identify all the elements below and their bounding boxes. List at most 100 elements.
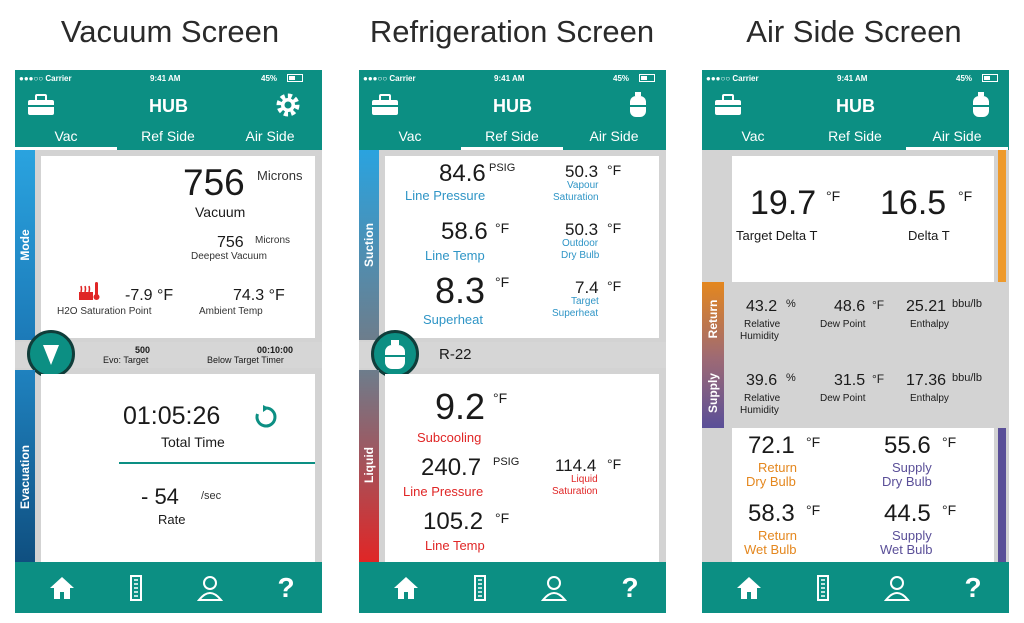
home-icon[interactable] xyxy=(393,575,419,601)
return-label: Return xyxy=(706,299,720,339)
air-side-phone: ●●●○○ Carrier 9:41 AM 45% HUB Vac Ref Si… xyxy=(702,70,1009,613)
liquid-pressure-unit: PSIG xyxy=(493,456,520,468)
user-icon[interactable] xyxy=(883,575,911,601)
h2o-label: H2O Saturation Point xyxy=(57,306,152,317)
evo-target-label: Evo: Target xyxy=(103,355,149,365)
supply-wet-value: 44.5 xyxy=(884,500,931,527)
suction-temp-value: 58.6 xyxy=(441,218,488,245)
h2o-value: -7.9 °F xyxy=(125,287,174,304)
tab-ref-side[interactable]: Ref Side xyxy=(828,128,882,144)
suction-temp-label: Line Temp xyxy=(425,248,485,263)
liquid-temp-unit: °F xyxy=(495,510,510,526)
liquid-temp-label: Line Temp xyxy=(425,538,485,553)
suction-pressure-value: 84.6 xyxy=(439,160,486,187)
return-enthalpy-unit: bbu/lb xyxy=(952,298,982,310)
liquid-strip: Liquid xyxy=(359,370,379,562)
return-rh-unit: % xyxy=(786,298,796,310)
home-icon[interactable] xyxy=(49,575,75,601)
toolbox-icon[interactable] xyxy=(371,94,399,116)
status-bar: ●●●○○ Carrier 9:41 AM 45% xyxy=(702,70,1009,88)
vapour-sat-label-2: Saturation xyxy=(553,192,599,203)
help-icon[interactable]: ? xyxy=(277,572,295,603)
probe-icon[interactable] xyxy=(810,575,836,601)
tab-vac[interactable]: Vac xyxy=(54,128,78,144)
ambient-label: Ambient Temp xyxy=(199,306,263,317)
supply-enthalpy-unit: bbu/lb xyxy=(952,372,982,384)
refrigerant-tank-icon[interactable] xyxy=(972,92,990,118)
suction-pressure-label: Line Pressure xyxy=(405,188,486,203)
tab-air-side[interactable]: Air Side xyxy=(245,128,295,144)
tab-vac[interactable]: Vac xyxy=(398,128,422,144)
liquid-sat-label-1: Liquid xyxy=(571,474,598,485)
mode-strip: Mode xyxy=(15,150,35,340)
return-strip: Return xyxy=(702,282,724,358)
home-icon[interactable] xyxy=(736,575,762,601)
delta-label: Delta T xyxy=(908,228,950,243)
carrier-text: ●●●○○ Carrier xyxy=(19,74,72,83)
liquid-sat-value: 114.4 xyxy=(555,456,597,475)
supply-enthalpy-value: 17.36 xyxy=(906,372,947,389)
supply-strip: Supply xyxy=(702,358,724,428)
refrigerant-tank-icon xyxy=(385,340,405,369)
battery-icon xyxy=(287,74,303,82)
supply-rh-label-2: Humidity xyxy=(740,405,779,416)
return-dry-label-1: Return xyxy=(758,460,798,475)
suction-temp-unit: °F xyxy=(495,220,510,236)
gear-icon[interactable] xyxy=(275,92,301,118)
tab-air-side[interactable]: Air Side xyxy=(932,128,982,144)
liquid-pressure-value: 240.7 xyxy=(421,454,482,481)
supply-dew-value: 31.5 xyxy=(834,372,866,389)
active-tab-indicator xyxy=(15,147,117,150)
supply-rh-unit: % xyxy=(786,372,796,384)
return-wet-value: 58.3 xyxy=(748,500,795,527)
active-tab-indicator xyxy=(906,147,1008,150)
reset-icon[interactable] xyxy=(253,404,279,430)
outdoor-db-label-2: Dry Bulb xyxy=(561,250,600,261)
suction-strip: Suction xyxy=(359,150,379,340)
app-title: HUB xyxy=(836,96,875,116)
return-dry-value: 72.1 xyxy=(748,432,795,459)
evo-target-value: 500 xyxy=(135,345,151,355)
supply-rh-value: 39.6 xyxy=(746,372,778,389)
vacuum-unit: Microns xyxy=(257,168,303,183)
tab-air-side[interactable]: Air Side xyxy=(589,128,639,144)
refrigerant-select-button[interactable] xyxy=(371,330,419,378)
refrigeration-screen-title: Refrigeration Screen xyxy=(369,14,655,49)
return-enthalpy-label: Enthalpy xyxy=(910,319,949,330)
return-dew-unit: °F xyxy=(872,298,885,312)
help-icon[interactable]: ? xyxy=(621,572,639,603)
superheat-value: 8.3 xyxy=(435,270,486,311)
vapour-sat-unit: °F xyxy=(607,162,622,178)
vacuum-value: 756 xyxy=(183,162,245,203)
toolbox-icon[interactable] xyxy=(714,94,742,116)
refrigerant-tank-icon[interactable] xyxy=(629,92,647,118)
tab-ref-side[interactable]: Ref Side xyxy=(141,128,195,144)
air-side-screen-title: Air Side Screen xyxy=(746,14,962,49)
carrier-text: ●●●○○ Carrier xyxy=(363,74,416,83)
tab-ref-side[interactable]: Ref Side xyxy=(485,128,539,144)
help-icon[interactable]: ? xyxy=(964,572,982,603)
bottom-nav: ? xyxy=(359,562,666,613)
user-icon[interactable] xyxy=(196,575,224,601)
bulb-panel: 72.1 °F Return Dry Bulb 55.6 °F Supply D… xyxy=(732,428,994,562)
active-tab-indicator xyxy=(461,147,563,150)
probe-icon[interactable] xyxy=(467,575,493,601)
progress-line xyxy=(119,462,315,464)
target-delta-value: 19.7 xyxy=(750,184,817,222)
return-enthalpy-value: 25.21 xyxy=(906,298,947,315)
vacuum-screen-title: Vacuum Screen xyxy=(60,14,280,49)
toolbox-icon[interactable] xyxy=(27,94,55,116)
subcooling-value: 9.2 xyxy=(435,386,486,427)
refrigerant-type[interactable]: R-22 xyxy=(439,346,472,363)
vapour-sat-value: 50.3 xyxy=(565,162,599,181)
battery-text: 45% xyxy=(613,74,630,83)
liquid-sat-label-2: Saturation xyxy=(552,486,598,497)
target-sh-label-2: Superheat xyxy=(552,308,599,319)
user-icon[interactable] xyxy=(540,575,568,601)
tab-vac[interactable]: Vac xyxy=(741,128,765,144)
evacuation-panel: 01:05:26 Total Time - 54 /sec Rate xyxy=(41,374,315,562)
suction-panel: 84.6 PSIG Line Pressure 50.3 °F Vapour S… xyxy=(385,156,659,338)
suction-label: Suction xyxy=(362,223,376,267)
probe-icon[interactable] xyxy=(123,575,149,601)
return-dew-value: 48.6 xyxy=(834,298,866,315)
